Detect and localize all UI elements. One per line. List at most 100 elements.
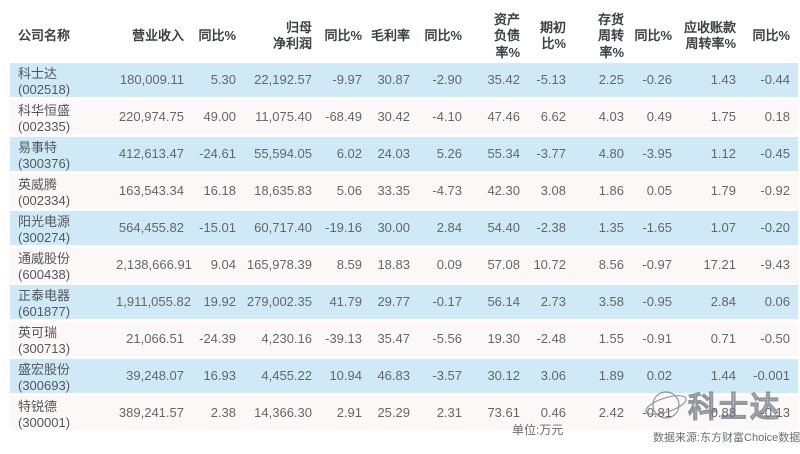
metric-value-cell: -3.77 xyxy=(528,134,574,174)
metric-value-cell: 19.92 xyxy=(192,282,244,322)
metric-value-cell: 30.12 xyxy=(470,356,528,396)
metric-value-cell: -0.44 xyxy=(744,60,798,100)
table-header-row: 公司名称 营业收入 同比% 归母 净利润 同比% 毛利率 同比% 资产 负债率% 期初 比% 存货… xyxy=(10,12,798,62)
metric-value-cell: 55,594.05 xyxy=(244,134,320,174)
metric-value-cell: -1.65 xyxy=(632,208,680,248)
metric-value-cell: 55.34 xyxy=(470,134,528,174)
table-body: 科士达(002518) 180,009.11 5.30 22,192.57 -9.97 3… xyxy=(10,60,798,433)
metric-value-cell: 0.09 xyxy=(418,245,470,285)
metric-value-cell: 8.56 xyxy=(574,245,632,285)
metric-value-cell: -2.90 xyxy=(418,60,470,100)
company-name-cell: 易事特(300376) xyxy=(10,134,116,174)
metric-value-cell: 2.31 xyxy=(418,393,470,433)
metric-value-cell: 2,138,666.91 xyxy=(116,245,192,285)
company-name-cell: 通威股份(600438) xyxy=(10,245,116,285)
column-header: 同比% xyxy=(192,12,244,62)
metric-value-cell: 57.08 xyxy=(470,245,528,285)
metric-value-cell: 56.14 xyxy=(470,282,528,322)
metric-value-cell: 10.72 xyxy=(528,245,574,285)
table-row: 英威腾(002334) 163,543.34 16.18 18,635.83 5.06 3… xyxy=(10,171,798,211)
column-header: 同比% xyxy=(632,12,680,62)
company-name-cell: 特锐德(300001) xyxy=(10,393,116,433)
table-row: 科士达(002518) 180,009.11 5.30 22,192.57 -9.97 3… xyxy=(10,60,798,100)
metric-value-cell: 2.84 xyxy=(680,282,744,322)
metric-value-cell: 11,075.40 xyxy=(244,97,320,137)
metric-value-cell: 1.43 xyxy=(680,60,744,100)
metric-value-cell: 412,613.47 xyxy=(116,134,192,174)
column-header: 应收账款 周转率% xyxy=(680,12,744,62)
metric-value-cell: 16.18 xyxy=(192,171,244,211)
metric-value-cell: -0.13 xyxy=(744,393,798,433)
metric-value-cell: 2.42 xyxy=(574,393,632,433)
table-row: 盛宏股份(300693) 39,248.07 16.93 4,455.22 10.94 4… xyxy=(10,356,798,396)
financial-comparison-table: 公司名称 营业收入 同比% 归母 净利润 同比% 毛利率 同比% 资产 负债率% 期初 比% 存货… xyxy=(10,12,798,433)
metric-value-cell: 0.46 xyxy=(528,393,574,433)
metric-value-cell: -0.81 xyxy=(632,393,680,433)
metric-value-cell: 0.02 xyxy=(632,356,680,396)
metric-value-cell: 24.03 xyxy=(370,134,418,174)
metric-value-cell: 2.73 xyxy=(528,282,574,322)
metric-value-cell: 39,248.07 xyxy=(116,356,192,396)
metric-value-cell: -0.91 xyxy=(632,319,680,359)
metric-value-cell: -5.13 xyxy=(528,60,574,100)
company-name-cell: 阳光电源(300274) xyxy=(10,208,116,248)
metric-value-cell: 41.79 xyxy=(320,282,370,322)
metric-value-cell: -0.97 xyxy=(632,245,680,285)
column-header: 同比% xyxy=(744,12,798,62)
column-header: 同比% xyxy=(320,12,370,62)
metric-value-cell: 42.30 xyxy=(470,171,528,211)
metric-value-cell: -15.01 xyxy=(192,208,244,248)
metric-value-cell: 0.88 xyxy=(680,393,744,433)
table-row: 科华恒盛(002335) 220,974.75 49.00 11,075.40 -68.… xyxy=(10,97,798,137)
column-header: 公司名称 xyxy=(10,12,116,62)
metric-value-cell: 2.25 xyxy=(574,60,632,100)
metric-value-cell: 73.61 xyxy=(470,393,528,433)
metric-value-cell: 2.91 xyxy=(320,393,370,433)
metric-value-cell: 0.06 xyxy=(744,282,798,322)
company-name-cell: 科华恒盛(002335) xyxy=(10,97,116,137)
metric-value-cell: 4,230.16 xyxy=(244,319,320,359)
metric-value-cell: -2.38 xyxy=(528,208,574,248)
metric-value-cell: 1.12 xyxy=(680,134,744,174)
table-row: 通威股份(600438) 2,138,666.91 9.04 165,978.39 8.… xyxy=(10,245,798,285)
metric-value-cell: -0.92 xyxy=(744,171,798,211)
company-name-cell: 科士达(002518) xyxy=(10,60,116,100)
metric-value-cell: 1,911,055.82 xyxy=(116,282,192,322)
metric-value-cell: 3.08 xyxy=(528,171,574,211)
metric-value-cell: -0.20 xyxy=(744,208,798,248)
metric-value-cell: 18.83 xyxy=(370,245,418,285)
table-row: 阳光电源(300274) 564,455.82 -15.01 60,717.40 -19… xyxy=(10,208,798,248)
table-row: 特锐德(300001) 389,241.57 2.38 14,366.30 2.91 25… xyxy=(10,393,798,433)
company-name-cell: 英威腾(002334) xyxy=(10,171,116,211)
company-name-cell: 正泰电器(601877) xyxy=(10,282,116,322)
metric-value-cell: 4,455.22 xyxy=(244,356,320,396)
metric-value-cell: 6.02 xyxy=(320,134,370,174)
metric-value-cell: 14,366.30 xyxy=(244,393,320,433)
metric-value-cell: -68.49 xyxy=(320,97,370,137)
metric-value-cell: -0.50 xyxy=(744,319,798,359)
table-row: 正泰电器(601877) 1,911,055.82 19.92 279,002.35 4… xyxy=(10,282,798,322)
metric-value-cell: 4.03 xyxy=(574,97,632,137)
metric-value-cell: 22,192.57 xyxy=(244,60,320,100)
data-source-note: 数据来源:东方财富Choice数据 xyxy=(653,432,800,444)
metric-value-cell: 5.26 xyxy=(418,134,470,174)
metric-value-cell: 54.40 xyxy=(470,208,528,248)
column-header: 归母 净利润 xyxy=(244,12,320,62)
metric-value-cell: 0.71 xyxy=(680,319,744,359)
column-header: 资产 负债率% xyxy=(470,12,528,62)
metric-value-cell: 30.42 xyxy=(370,97,418,137)
metric-value-cell: -3.95 xyxy=(632,134,680,174)
metric-value-cell: 1.86 xyxy=(574,171,632,211)
metric-value-cell: 0.05 xyxy=(632,171,680,211)
metric-value-cell: 279,002.35 xyxy=(244,282,320,322)
metric-value-cell: 389,241.57 xyxy=(116,393,192,433)
metric-value-cell: 180,009.11 xyxy=(116,60,192,100)
metric-value-cell: 1.79 xyxy=(680,171,744,211)
metric-value-cell: -0.26 xyxy=(632,60,680,100)
metric-value-cell: 17.21 xyxy=(680,245,744,285)
metric-value-cell: 46.83 xyxy=(370,356,418,396)
column-header: 同比% xyxy=(418,12,470,62)
metric-value-cell: 1.55 xyxy=(574,319,632,359)
metric-value-cell: 5.06 xyxy=(320,171,370,211)
